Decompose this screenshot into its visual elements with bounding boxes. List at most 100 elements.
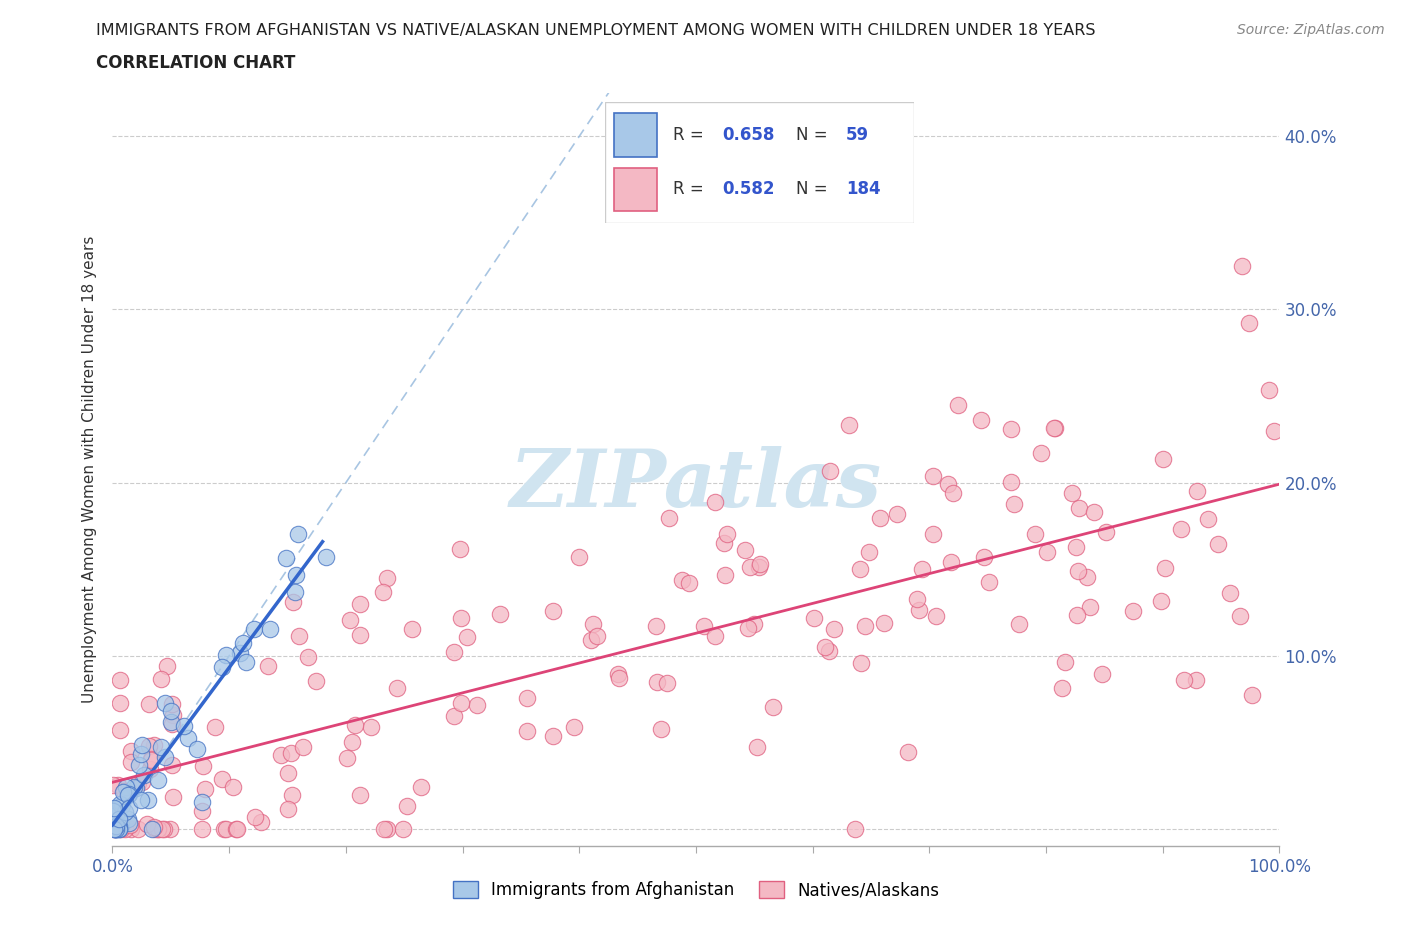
Point [117,816,139,830]
Point [838,418,860,432]
Point [143,821,166,836]
Point [1229,609,1251,624]
Point [194,781,217,796]
Point [1152,451,1174,466]
Point [1263,423,1285,438]
Point [212,821,235,836]
Point [1150,593,1173,608]
Point [1232,259,1254,273]
Point [936,476,959,491]
Point [107,821,129,836]
Point [103,804,125,818]
Point [138,697,160,711]
Point [1078,599,1101,614]
Point [340,735,363,750]
Point [371,584,394,599]
Point [136,792,159,807]
Point [108,696,131,711]
Point [851,655,873,670]
Point [110,797,132,812]
Point [214,821,236,836]
Point [148,773,170,788]
Point [818,644,841,658]
Point [159,821,181,836]
Point [110,723,132,737]
Point [823,622,845,637]
Point [1173,672,1195,687]
Point [742,617,765,631]
Point [939,554,962,569]
Point [942,485,965,500]
Point [1219,585,1241,600]
Point [118,787,141,802]
Point [401,621,423,636]
Point [139,751,162,766]
Point [655,675,678,690]
Point [146,821,169,836]
Point [105,821,128,836]
Point [1031,445,1053,460]
Point [139,752,162,767]
Point [375,570,398,585]
Point [281,594,304,609]
Text: 0.658: 0.658 [723,126,775,144]
Point [1237,315,1260,330]
Point [1185,672,1208,687]
Point [214,647,236,662]
Point [373,821,395,836]
Point [291,739,314,754]
Point [228,645,250,660]
Point [1024,526,1046,541]
Point [235,655,257,670]
Point [104,802,127,817]
Point [716,527,738,542]
Point [122,779,145,794]
Point [129,792,152,807]
Point [191,794,214,809]
Point [848,561,870,576]
Point [127,776,149,790]
Point [242,622,264,637]
Point [204,720,226,735]
Point [104,821,127,836]
Point [658,511,681,525]
Point [678,576,700,591]
Point [1257,382,1279,397]
Point [869,511,891,525]
Point [104,819,127,834]
Point [1036,545,1059,560]
Point [924,608,946,623]
Point [103,821,125,836]
Point [270,748,292,763]
Point [606,667,628,682]
Point [1083,504,1105,519]
Point [1064,539,1087,554]
Point [734,542,756,557]
Point [349,628,371,643]
Point [101,808,124,823]
Point [117,788,139,803]
Point [143,819,166,834]
Point [443,644,465,659]
Point [131,747,153,762]
Point [222,780,245,795]
Point [149,739,172,754]
Point [1062,485,1084,500]
Point [153,750,176,764]
Point [973,550,995,565]
Point [897,745,920,760]
Point [250,815,273,830]
Point [283,584,305,599]
Point [1170,522,1192,537]
Text: N =: N = [796,180,834,198]
FancyBboxPatch shape [614,167,657,211]
Point [281,788,304,803]
Y-axis label: Unemployment Among Women with Children Under 18 years: Unemployment Among Women with Children U… [82,236,97,703]
Point [225,821,247,836]
Point [1240,687,1263,702]
Point [392,821,415,836]
Point [288,629,311,644]
Point [339,612,361,627]
Point [118,801,141,816]
Point [911,561,934,576]
